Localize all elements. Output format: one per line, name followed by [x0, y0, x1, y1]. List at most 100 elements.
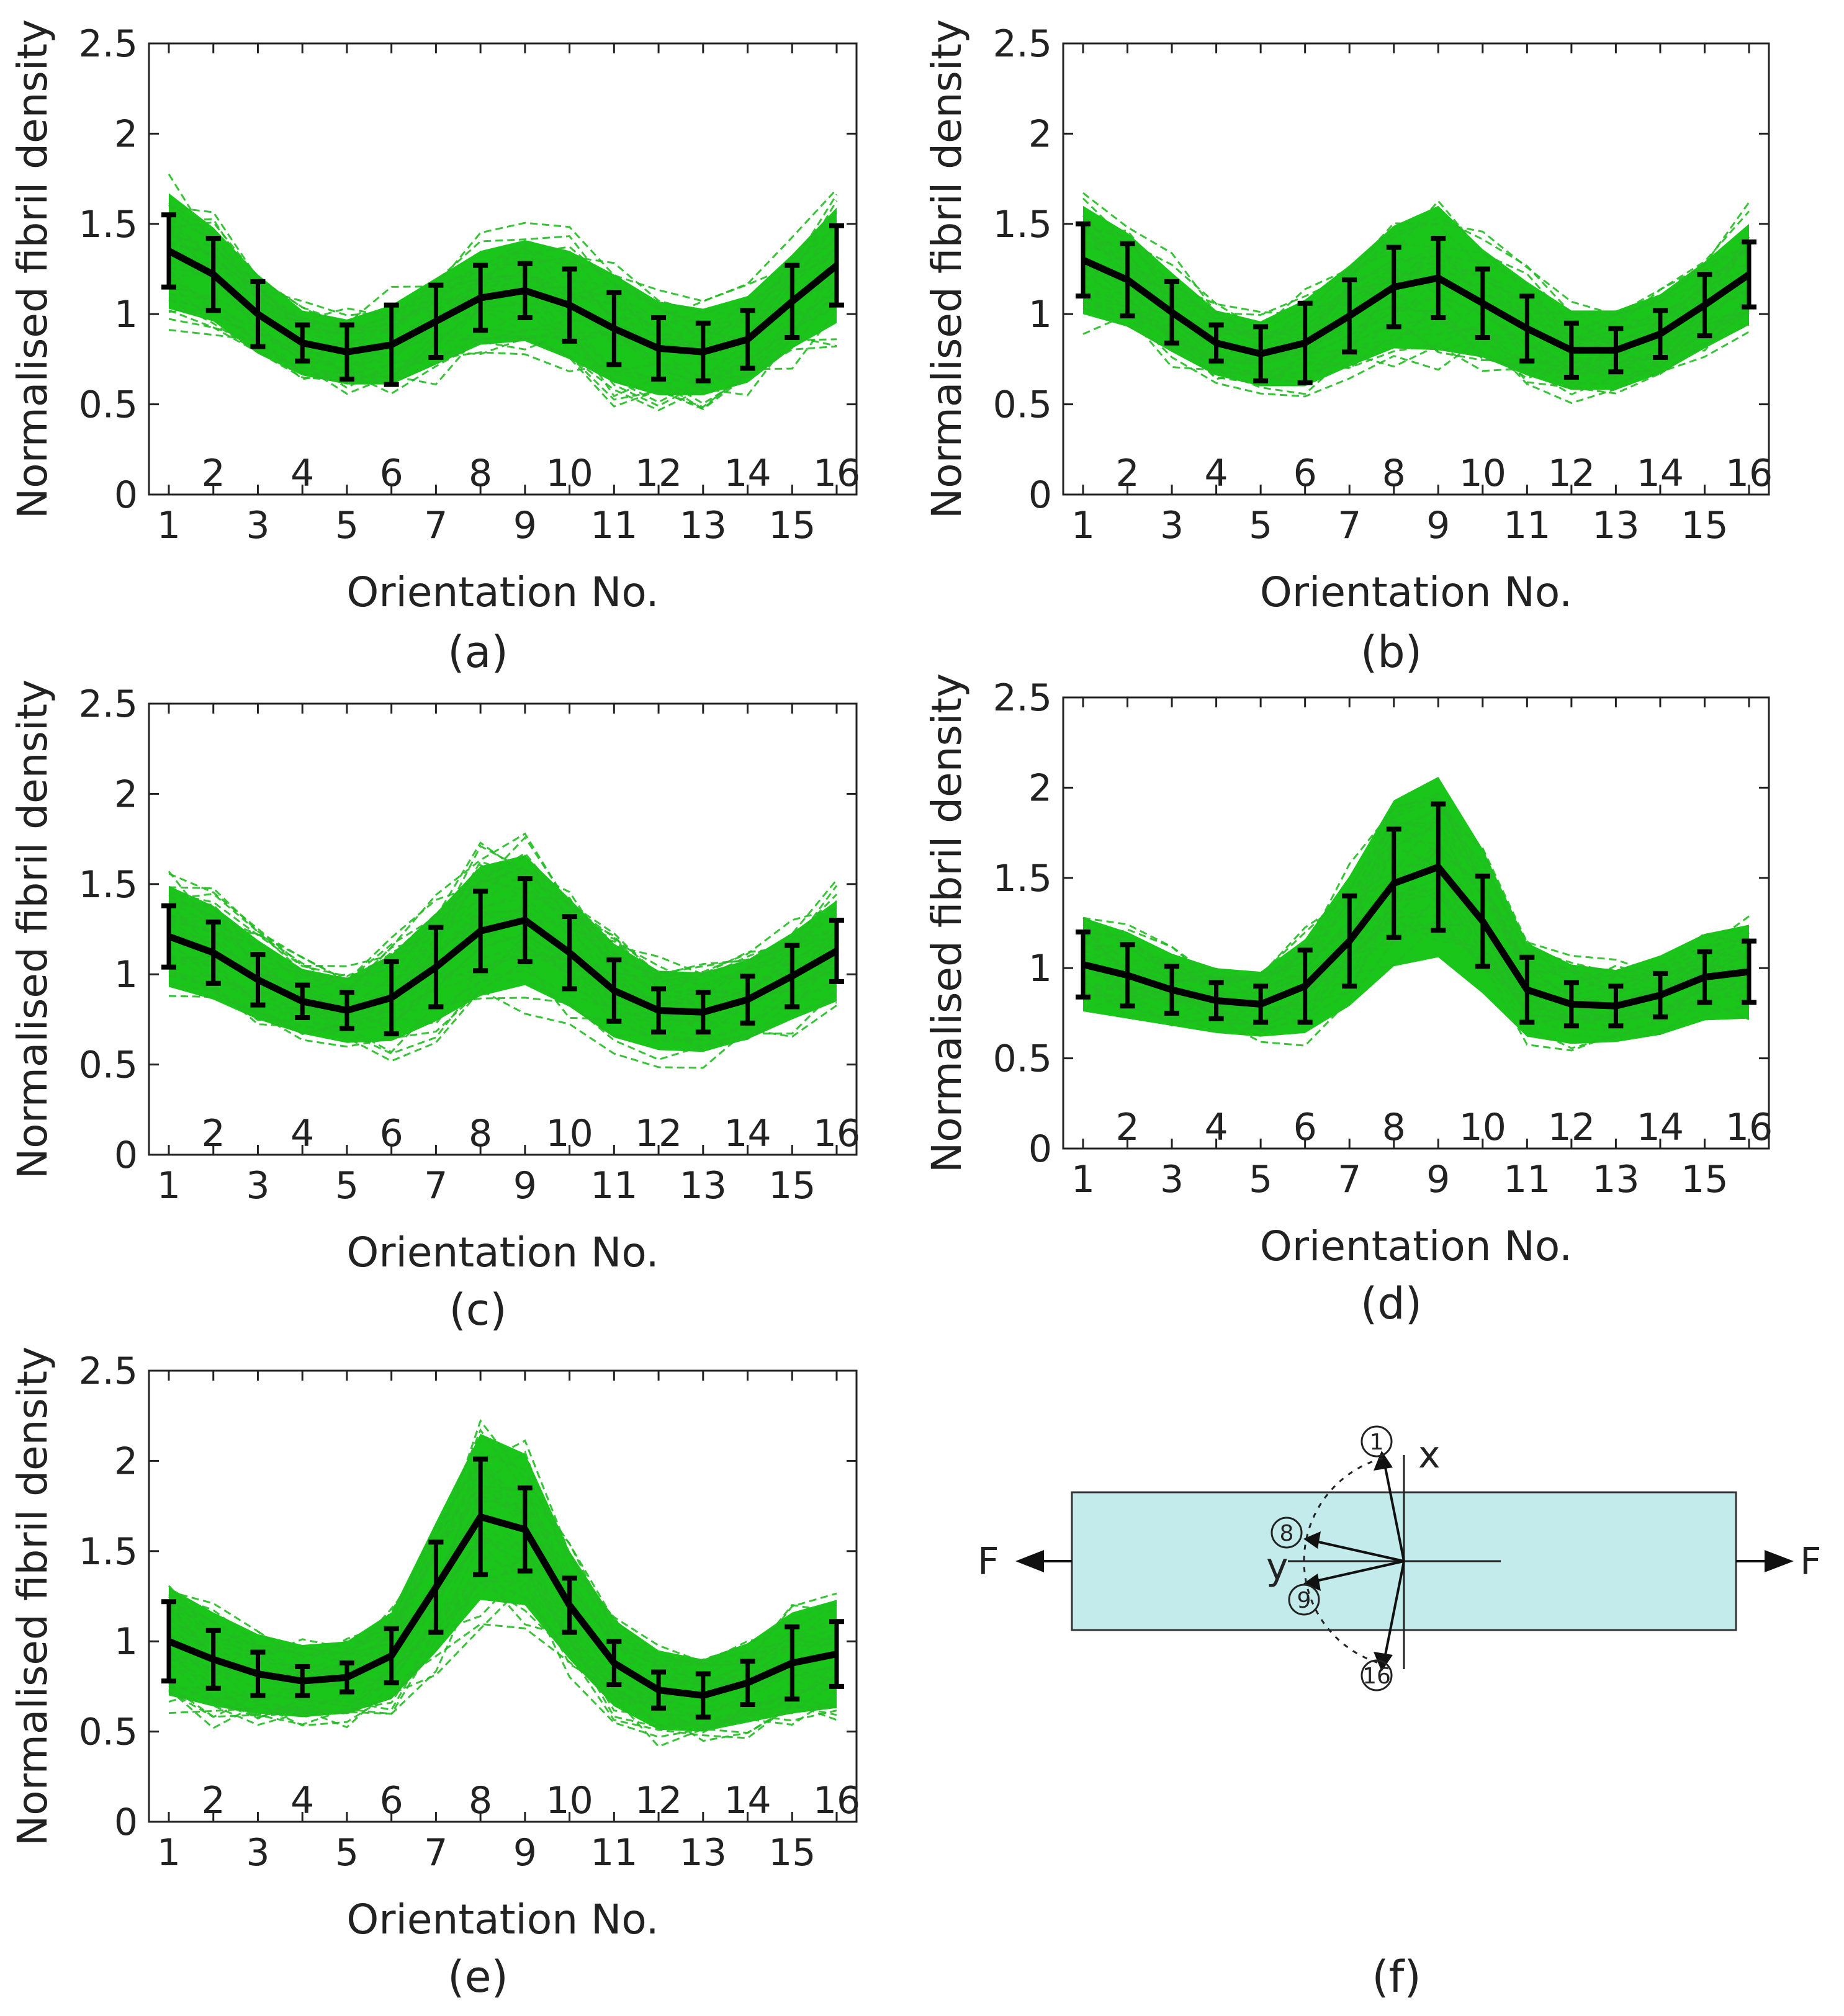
x-tick-label-odd: 15	[1681, 504, 1728, 547]
arrowhead-1-icon	[1374, 1451, 1393, 1471]
error-bar	[740, 308, 755, 371]
x-tick-label-odd: 5	[1249, 1158, 1272, 1201]
y-tick-label: 2.5	[993, 22, 1052, 66]
error-bar	[295, 322, 310, 364]
sample-trace	[1082, 290, 1750, 387]
force-arrow-left-icon	[1015, 1550, 1044, 1572]
x-tick-label-odd: 1	[1071, 1158, 1095, 1201]
x-axis-title: Orientation No.	[346, 1229, 659, 1276]
sample-trace	[168, 204, 837, 333]
x-tick-label-odd: 5	[335, 1164, 359, 1207]
error-bar	[1386, 244, 1401, 329]
x-tick-label-even: 4	[290, 1112, 314, 1155]
plot-frame	[148, 42, 858, 496]
x-tick-label-odd: 7	[424, 1164, 448, 1207]
x-tick-label-odd: 5	[1249, 504, 1272, 547]
sample-trace	[1082, 230, 1750, 353]
y-tick-label: 1	[1028, 947, 1052, 990]
x-tick-label-even: 4	[1205, 1106, 1228, 1149]
sample-trace	[168, 1492, 837, 1700]
sample-trace	[1082, 804, 1750, 986]
error-bar	[1563, 980, 1579, 1029]
x-tick-label-odd: 9	[1426, 504, 1450, 547]
y-tick-label: 0	[114, 1801, 138, 1844]
error-bar	[339, 322, 354, 382]
x-tick-label-even: 6	[380, 1112, 403, 1155]
error-bar	[740, 1659, 755, 1707]
sample-trace	[168, 253, 838, 359]
sample-trace	[168, 173, 838, 321]
sample-trace	[168, 1451, 837, 1667]
sample-trace	[1082, 267, 1750, 370]
error-bar	[606, 1639, 622, 1687]
error-bar	[1342, 277, 1357, 355]
error-bar	[517, 1485, 533, 1574]
caption-c: (c)	[449, 1284, 506, 1335]
x-tick-label-odd: 3	[1160, 504, 1184, 547]
sample-trace	[168, 934, 837, 1043]
x-tick-label-even: 8	[1382, 1106, 1406, 1149]
error-bar	[829, 223, 844, 308]
x-tick-label-odd: 11	[590, 1164, 637, 1207]
sample-trace	[1082, 301, 1750, 375]
error-bar	[1253, 324, 1269, 383]
chart-panel-c: 00.511.522.51 3 5 7 9 11 13 152 4 6 8 10 12 14 16Norma…	[9, 679, 860, 1335]
sample-trace	[1082, 222, 1750, 342]
sample-trace	[1082, 813, 1750, 993]
chart-panel-d: 00.511.522.51 3 5 7 9 11 13 152 4 6 8 10 12 14 16Norma…	[923, 673, 1773, 1329]
x-tick-label-even: 14	[1637, 1106, 1684, 1149]
error-bar	[384, 1626, 399, 1686]
x-axis-title: Orientation No.	[346, 1896, 659, 1943]
sample-trace	[1082, 226, 1750, 344]
error-bar	[250, 1649, 266, 1698]
x-tick-label-even: 10	[546, 1779, 593, 1822]
x-tick-label-odd: 1	[157, 1164, 181, 1207]
error-bar	[562, 914, 577, 992]
x-tick-label-even: 8	[469, 1779, 492, 1822]
x-tick-label-even: 12	[635, 1779, 682, 1822]
sample-trace	[168, 266, 838, 384]
sample-trace	[168, 292, 837, 386]
y-tick-label: 0.5	[993, 1037, 1052, 1081]
sample-trace	[168, 836, 838, 982]
error-bar	[295, 982, 310, 1020]
sample-trace	[168, 1505, 837, 1709]
x-tick-label-odd: 5	[335, 1831, 359, 1875]
x-tick-label-even: 8	[1382, 452, 1406, 495]
x-tick-label-odd: 9	[513, 504, 537, 547]
error-bar	[1697, 949, 1712, 1005]
error-bar	[339, 1660, 354, 1695]
y-tick-label: 0	[114, 473, 138, 517]
sample-trace	[1082, 843, 1750, 1003]
sample-trace	[1082, 923, 1750, 1025]
sample-trace	[1082, 876, 1750, 1019]
sample-trace	[1082, 307, 1750, 389]
x-tick-label-odd: 9	[513, 1831, 537, 1875]
y-tick-label: 1	[1028, 293, 1052, 336]
x-tick-label-odd: 15	[768, 504, 816, 547]
sample-trace	[1082, 887, 1750, 1031]
x-tick-label-even: 14	[724, 1112, 771, 1155]
x-tick-label-odd: 7	[1338, 1158, 1361, 1201]
mean-line	[167, 1513, 838, 1699]
sample-trace	[168, 860, 837, 988]
x-tick-label-odd: 13	[1592, 1158, 1639, 1201]
x-tick-label-odd: 1	[1071, 504, 1095, 547]
error-bar	[562, 266, 577, 344]
sample-trace	[1082, 918, 1750, 1033]
chart-panel-a: 00.511.522.51 3 5 7 9 11 13 152 4 6 8 10 12 14 16Norma…	[9, 19, 860, 678]
sample-trace	[1082, 258, 1750, 368]
x-tick-label-odd: 11	[590, 504, 637, 547]
sample-trace	[168, 852, 838, 975]
x-tick-label-odd: 7	[1338, 504, 1361, 547]
sample-trace	[168, 954, 838, 1037]
orientation-marker-16: 16	[1361, 1659, 1393, 1691]
error-bar	[1076, 930, 1091, 1000]
sample-trace	[168, 872, 837, 998]
x-tick-label-odd: 3	[246, 1164, 269, 1207]
x-tick-label-even: 2	[1115, 1106, 1139, 1149]
x-tick-label-odd: 3	[246, 504, 269, 547]
error-bar	[517, 876, 533, 964]
x-tick-label-even: 16	[1725, 1106, 1773, 1149]
sample-trace	[1082, 257, 1750, 370]
